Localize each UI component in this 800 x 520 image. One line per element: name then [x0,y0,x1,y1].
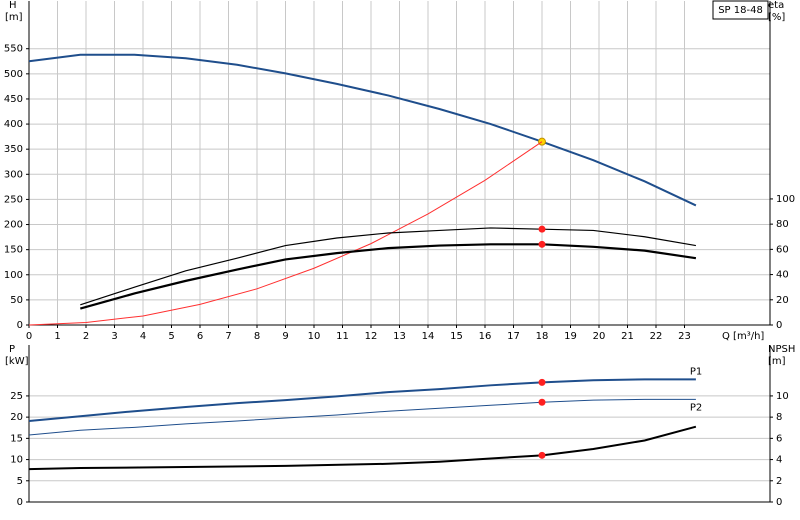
operating-point [538,240,546,248]
y-tick-label: 100 [4,270,23,281]
x-tick-label: 4 [140,331,146,342]
operating-point [538,378,546,386]
y2-axis-label: eta [768,0,784,11]
x-tick-label: 3 [111,331,117,342]
y-tick-label: 150 [4,245,23,256]
x-tick-label: 18 [536,331,549,342]
y-tick-label: 250 [4,194,23,205]
x-tick-label: 23 [678,331,691,342]
y-tick-label: 550 [4,44,23,55]
y2-tick-label: 60 [776,244,789,255]
x-tick-label: 16 [479,331,492,342]
operating-point [538,398,546,406]
y2-tick-label: 0 [776,320,782,331]
plot-area [29,345,770,502]
y-tick-label: 20 [10,412,23,423]
y2-tick-label: 2 [776,476,782,487]
y2-axis-label: NPSH [768,344,795,355]
curve [28,53,697,207]
x-tick-label: 13 [393,331,406,342]
y-axis-label: H [9,0,17,11]
y-tick-label: 200 [4,220,23,231]
y-tick-label: 5 [17,476,23,487]
y2-tick-label: 20 [776,295,789,306]
y-axis-unit: [m] [5,12,23,23]
series-label: P1 [690,366,702,377]
y-tick-label: 0 [17,497,23,508]
y2-tick-label: 0 [776,497,782,508]
y-tick-label: 450 [4,94,23,105]
x-tick-label: 7 [225,331,231,342]
y-axis-label: P [9,344,15,355]
y-tick-label: 50 [10,295,23,306]
y2-tick-label: 10 [776,391,789,402]
x-tick-label: 2 [83,331,89,342]
x-tick-label: 19 [564,331,577,342]
x-tick-label: 11 [336,331,349,342]
x-tick-label: 1 [54,331,60,342]
y-axis-unit: [kW] [5,356,29,367]
y2-tick-label: 4 [776,455,782,466]
curve [80,243,697,310]
x-tick-label: 12 [365,331,378,342]
curve [28,141,543,326]
x-tick-label: 17 [507,331,520,342]
x-tick-label: 22 [650,331,663,342]
y2-axis-unit: [%] [768,12,785,23]
x-tick-label: 14 [422,331,435,342]
x-tick-label: 10 [308,331,321,342]
series-label: P2 [690,402,702,413]
curve [28,378,696,422]
y-tick-label: 10 [10,455,23,466]
x-axis-label: Q [m³/h] [722,331,764,342]
x-tick-label: 8 [254,331,260,342]
y2-tick-label: 6 [776,433,782,444]
y2-tick-label: 100 [776,194,795,205]
y-tick-label: 15 [10,433,23,444]
y-tick-label: 500 [4,69,23,80]
operating-point [538,451,546,459]
y-tick-label: 300 [4,169,23,180]
y-tick-label: 400 [4,119,23,130]
x-tick-label: 15 [450,331,463,342]
y2-tick-label: 8 [776,412,782,423]
x-tick-label: 0 [26,331,32,342]
y2-axis-unit: [m] [768,356,786,367]
title-box [712,0,769,20]
x-tick-label: 6 [197,331,203,342]
curve [28,425,697,471]
curve [80,227,697,306]
operating-point [538,225,546,233]
y2-tick-label: 80 [776,219,789,230]
x-tick-label: 20 [593,331,606,342]
y-tick-label: 0 [17,320,23,331]
curve [28,398,696,436]
x-tick-label: 21 [621,331,634,342]
y-tick-label: 350 [4,144,23,155]
x-tick-label: 5 [168,331,174,342]
chart-title: SP 18-48 [718,5,763,16]
y2-tick-label: 40 [776,270,789,281]
x-tick-label: 9 [282,331,288,342]
y-tick-label: 25 [10,391,23,402]
